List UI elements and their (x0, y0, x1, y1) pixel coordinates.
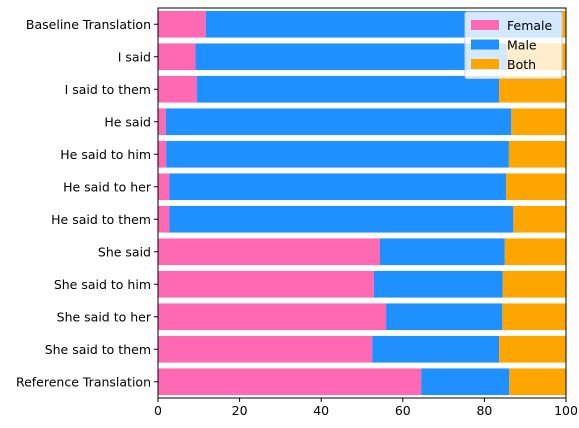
y-tick-label: She said to them (45, 342, 151, 357)
bar-both-2 (499, 75, 566, 103)
bar-female-4 (158, 140, 167, 168)
bar-female-1 (158, 43, 196, 71)
bar-male-10 (372, 335, 500, 363)
y-tick-label: Reference Translation (16, 374, 151, 389)
bar-both-9 (502, 303, 566, 331)
y-tick-label: She said (98, 244, 151, 259)
axes-layer: Baseline Translation I said I said to them… (16, 7, 578, 418)
bar-both-7 (504, 238, 566, 266)
legend-swatch-male (471, 39, 499, 50)
bar-male-9 (386, 303, 503, 331)
y-tick-label: He said (104, 114, 151, 129)
bar-female-9 (158, 303, 387, 331)
bar-male-6 (169, 205, 514, 233)
legend-label-male: Male (507, 38, 537, 53)
bar-female-8 (158, 270, 374, 298)
bar-male-3 (165, 108, 512, 136)
bar-female-11 (158, 368, 422, 396)
y-tick-label: I said to them (65, 82, 151, 97)
bar-both-3 (511, 108, 566, 136)
y-tick-label: I said (118, 49, 151, 64)
bar-both-5 (506, 173, 566, 201)
bar-female-2 (158, 75, 197, 103)
bar-female-5 (158, 173, 170, 201)
x-tick-label: 60 (395, 403, 411, 418)
x-tick-label: 20 (232, 403, 248, 418)
y-tick-label: She said to her (57, 309, 152, 324)
bar-male-2 (196, 75, 500, 103)
y-tick-label: He said to her (63, 179, 152, 194)
legend-label-both: Both (507, 57, 536, 72)
bar-both-0 (561, 10, 566, 38)
x-tick-label: 100 (554, 403, 578, 418)
y-tick-label: He said to them (51, 212, 151, 227)
bar-male-4 (166, 140, 509, 168)
bar-male-7 (379, 238, 505, 266)
bar-female-3 (158, 108, 166, 136)
legend-label-female: Female (507, 18, 553, 33)
bar-both-11 (509, 368, 566, 396)
bar-female-0 (158, 10, 206, 38)
bar-female-7 (158, 238, 380, 266)
x-tick-label: 40 (313, 403, 329, 418)
bar-male-8 (373, 270, 503, 298)
x-tick-label: 80 (476, 403, 492, 418)
bar-female-10 (158, 335, 373, 363)
legend-swatch-both (471, 59, 499, 69)
legend-swatch-female (471, 20, 499, 30)
bar-female-6 (158, 205, 170, 233)
y-tick-label: She said to him (54, 277, 151, 292)
bar-male-1 (195, 43, 507, 71)
x-tick-label: 0 (154, 403, 162, 418)
bar-both-4 (508, 140, 566, 168)
y-tick-label: Baseline Translation (26, 17, 151, 32)
plot-frame (157, 7, 567, 399)
legend: Female Male Both (464, 11, 563, 79)
bar-both-10 (499, 335, 566, 363)
bar-both-6 (513, 205, 566, 233)
bar-both-8 (502, 270, 566, 298)
bar-male-5 (169, 173, 507, 201)
bar-male-11 (421, 368, 510, 396)
y-tick-label: He said to him (60, 147, 151, 162)
